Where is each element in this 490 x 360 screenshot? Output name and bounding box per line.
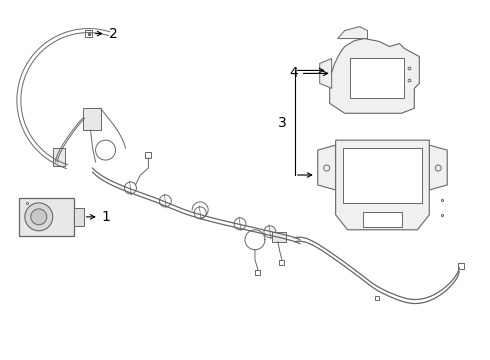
Polygon shape [429, 145, 447, 190]
Bar [375, 296, 379, 300]
Bar [458, 263, 464, 269]
Bar [255, 270, 261, 275]
Bar [349, 58, 404, 98]
Polygon shape [330, 39, 419, 113]
Bar [85, 30, 92, 37]
Polygon shape [338, 27, 368, 39]
Bar [83, 108, 100, 130]
Bar [74, 208, 84, 226]
Bar [343, 148, 422, 203]
Circle shape [25, 203, 53, 231]
Bar [272, 232, 286, 242]
Circle shape [31, 209, 47, 225]
Polygon shape [336, 140, 429, 230]
Polygon shape [319, 58, 332, 88]
Polygon shape [318, 145, 336, 190]
Text: 3: 3 [278, 116, 287, 130]
Text: 4: 4 [289, 66, 328, 80]
Bar [53, 148, 65, 166]
Bar [19, 198, 74, 236]
Text: 1: 1 [86, 210, 110, 224]
Text: 2: 2 [96, 27, 117, 41]
Bar [279, 260, 284, 265]
Bar [363, 212, 402, 227]
Bar [146, 152, 151, 158]
